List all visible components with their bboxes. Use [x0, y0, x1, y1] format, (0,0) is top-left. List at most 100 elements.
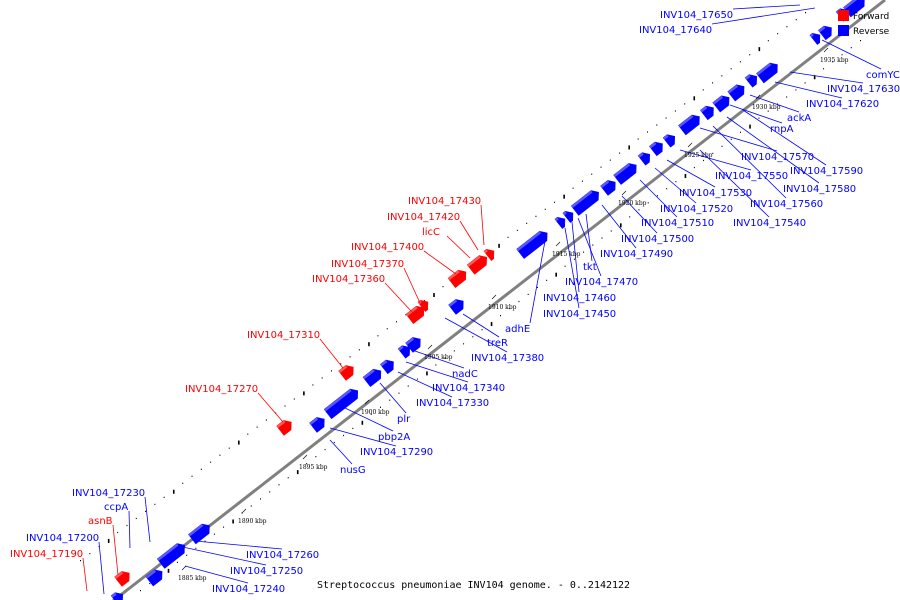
- upper-dot-track: [293, 398, 295, 400]
- scale-tick-label: 1890 kbp: [238, 518, 267, 525]
- gene-label-licc: licC: [422, 227, 440, 238]
- gene-label-plr: plr: [397, 414, 411, 425]
- scale-tick-mark: [491, 294, 497, 300]
- leader-line: [423, 250, 457, 275]
- lower-dot-track: [721, 145, 723, 147]
- upper-dot-track: [386, 328, 388, 330]
- lower-dot-track: [647, 202, 649, 204]
- lower-dot-track: [213, 533, 215, 535]
- lower-dot-track: [463, 343, 465, 345]
- reverse-gene: [809, 33, 821, 45]
- lower-dot-track: [758, 117, 760, 119]
- scale-ticks: 1885 kbp 1890 kbp 1895 kbp 1900 kbp 1905 kbp…: [178, 47, 849, 582]
- gene-label-asnb: asnB: [88, 516, 113, 527]
- upper-dot-track: [163, 496, 165, 498]
- lower-dot-track: [204, 540, 206, 542]
- leader-line: [329, 427, 397, 447]
- lower-dot-track: [620, 223, 622, 228]
- lower-dot-track: [481, 329, 483, 331]
- upper-dot-track: [646, 131, 648, 133]
- lower-dot-track: [832, 61, 834, 63]
- forward-gene: [483, 249, 495, 261]
- leader-line: [462, 313, 500, 338]
- leader-line: [711, 7, 816, 25]
- leader-line: [459, 220, 479, 251]
- gene-label-inv104-17530: INV104_17530: [679, 188, 752, 199]
- gene-label-inv104-17310: INV104_17310: [247, 330, 320, 341]
- gene-label-inv104-17520: INV104_17520: [660, 204, 733, 215]
- scale-tick-label: 1895 kbp: [299, 464, 328, 471]
- reverse-gene: [110, 592, 123, 600]
- reverse-gene: [380, 359, 394, 375]
- lower-dot-track: [823, 68, 825, 70]
- lower-dot-track: [361, 420, 364, 425]
- gene-label-inv104-17470: INV104_17470: [565, 277, 638, 288]
- lower-dot-track: [813, 75, 816, 80]
- lower-dot-track: [767, 110, 769, 112]
- gene-label-inv104-17250: INV104_17250: [230, 566, 303, 577]
- upper-dot-track: [303, 391, 305, 396]
- upper-dot-track: [684, 103, 686, 105]
- gene-label-inv104-17380: INV104_17380: [471, 353, 544, 364]
- leader-line: [585, 213, 593, 262]
- scale-tick-mark: [621, 190, 627, 196]
- upper-dot-track: [80, 560, 81, 562]
- scale-tick-label: 1920 kbp: [618, 200, 647, 207]
- reverse-gene: [562, 211, 574, 223]
- upper-dot-track: [767, 40, 769, 42]
- leader-line: [397, 371, 453, 398]
- reverse-gene: [649, 141, 663, 157]
- leader-line: [577, 217, 602, 277]
- leader-line: [742, 109, 827, 166]
- gene-label-inv104-17370: INV104_17370: [331, 259, 404, 270]
- upper-dot-track: [154, 503, 156, 505]
- scale-tick-mark: [427, 344, 433, 350]
- lower-dot-track: [416, 378, 418, 380]
- upper-dot-track: [107, 538, 110, 543]
- upper-dot-track: [145, 510, 147, 513]
- lower-dot-track: [740, 131, 741, 133]
- scale-tick-mark: [755, 94, 761, 100]
- scale-tick-label: 1905 kbp: [424, 354, 453, 361]
- upper-dot-track: [200, 468, 202, 470]
- leader-line: [774, 81, 843, 99]
- lower-dot-track: [287, 477, 289, 479]
- lower-dot-track: [675, 181, 677, 183]
- upper-dot-track: [349, 356, 351, 358]
- gene-label-inv104-17270: INV104_17270: [185, 384, 258, 395]
- scale-tick-label: 1935 kbp: [820, 57, 849, 64]
- gene-label-inv104-17510: INV104_17510: [641, 218, 714, 229]
- upper-dot-track: [377, 335, 379, 337]
- upper-dot-track: [321, 377, 323, 379]
- upper-dot-track: [507, 236, 509, 239]
- leader-line: [480, 204, 485, 246]
- upper-dot-track: [702, 89, 704, 91]
- upper-dot-track: [758, 47, 761, 52]
- upper-dot-track: [238, 440, 240, 445]
- leader-line: [789, 71, 864, 84]
- leader-line: [621, 195, 658, 234]
- upper-dot-track: [498, 243, 500, 248]
- gene-label-inv104-17560: INV104_17560: [750, 199, 823, 210]
- lower-dot-track: [176, 561, 178, 563]
- leader-line: [319, 338, 344, 369]
- gene-label-tkt: tkt: [583, 262, 597, 273]
- reverse-gene: [818, 25, 832, 41]
- upper-dot-track: [600, 166, 602, 168]
- lower-dot-track: [573, 258, 575, 260]
- forward-gene: [114, 571, 130, 587]
- upper-dot-track: [405, 314, 407, 316]
- scale-tick-mark: [555, 241, 561, 247]
- lower-dot-track: [278, 484, 280, 486]
- gene-label-inv104-17290: INV104_17290: [360, 447, 433, 458]
- upper-dot-track: [712, 82, 714, 84]
- upper-dot-track: [330, 370, 332, 372]
- lower-dot-track: [518, 300, 520, 303]
- scale-tick-label: 1910 kbp: [488, 304, 517, 311]
- lower-dot-track: [850, 47, 852, 49]
- legend: Forward Reverse: [838, 10, 890, 37]
- gene-label-acka: ackA: [787, 113, 811, 124]
- upper-dot-track: [665, 117, 667, 119]
- leader-line: [177, 545, 267, 566]
